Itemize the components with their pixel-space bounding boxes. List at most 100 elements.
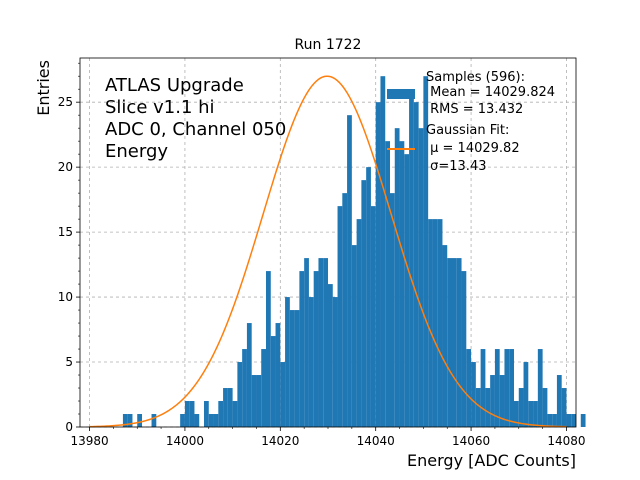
- histogram-bar: [452, 258, 457, 427]
- histogram-bar: [556, 375, 562, 427]
- histogram-bar: [461, 271, 467, 427]
- histogram-bar: [485, 388, 491, 427]
- histogram-bar: [571, 414, 576, 427]
- histogram-bar: [127, 414, 133, 427]
- histogram-bar: [137, 414, 142, 427]
- y-tick-label: 5: [65, 355, 73, 369]
- x-axis-label: Energy [ADC Counts]: [407, 451, 576, 470]
- histogram-bar: [323, 258, 328, 427]
- y-tick-label: 20: [58, 160, 73, 174]
- histogram-bar: [180, 414, 185, 427]
- histogram-bar: [442, 245, 448, 427]
- chart-title: Run 1722: [295, 37, 362, 53]
- histogram-bar: [313, 271, 319, 427]
- histogram-bar: [308, 297, 314, 427]
- histogram-bar: [218, 401, 224, 427]
- histogram-bar: [380, 76, 386, 428]
- histogram-bar: [375, 102, 381, 427]
- histogram-bar: [251, 375, 257, 427]
- histogram-bar: [332, 297, 338, 427]
- histogram-bar: [304, 258, 309, 427]
- x-tick-label: 13980: [70, 434, 108, 448]
- histogram-bar: [404, 154, 410, 427]
- histogram-bar: [246, 323, 252, 427]
- histogram-bars: [122, 76, 586, 428]
- histogram-bar: [385, 141, 390, 428]
- histogram-bar: [514, 401, 519, 427]
- histogram-bar: [237, 362, 243, 427]
- histogram-bar: [208, 414, 214, 427]
- histogram-bar: [432, 219, 438, 427]
- histogram-bar: [361, 180, 367, 427]
- legend: Samples (596): Mean = 14029.824 RMS = 13…: [387, 70, 555, 174]
- legend-samples-rms: RMS = 13.432: [426, 102, 523, 117]
- histogram-bar: [342, 193, 348, 427]
- x-tick-label: 14000: [166, 434, 204, 448]
- histogram-bar: [270, 336, 276, 427]
- histogram-bar: [499, 375, 505, 427]
- info-text-block: ATLAS Upgrade Slice v1.1 hi ADC 0, Chann…: [105, 75, 286, 162]
- histogram-bar: [561, 388, 567, 427]
- histogram-bar: [151, 414, 157, 427]
- histogram-bar: [394, 128, 400, 427]
- x-tick-label: 14040: [357, 434, 395, 448]
- y-axis-label: Entries: [34, 60, 53, 116]
- histogram-bar: [580, 414, 586, 427]
- histogram-bar: [456, 258, 462, 427]
- histogram-bar: [523, 362, 529, 427]
- y-tick-label: 25: [58, 95, 73, 109]
- histogram-bar: [294, 310, 300, 427]
- histogram-bar: [351, 245, 357, 427]
- y-axis-ticks: 0 5 10 15 20 25: [58, 62, 80, 434]
- histogram-bar: [475, 388, 481, 427]
- histogram-bar: [494, 349, 500, 427]
- gaussian-fit-curve: [89, 75, 567, 428]
- info-line-channel: ADC 0, Channel 050: [105, 119, 286, 140]
- y-tick-label: 10: [58, 290, 73, 304]
- histogram-bar: [490, 375, 495, 427]
- histogram-bar: [437, 219, 443, 427]
- histogram-bar: [280, 362, 286, 427]
- histogram-bar: [213, 414, 219, 427]
- histogram-bar: [390, 193, 395, 427]
- histogram-bar: [285, 297, 290, 427]
- histogram-bar: [266, 271, 271, 427]
- histogram-bar: [261, 349, 266, 427]
- histogram-bar: [328, 284, 333, 427]
- histogram-bar: [347, 115, 352, 428]
- legend-samples-mean: Mean = 14029.824: [426, 85, 555, 100]
- legend-fit-title: Gaussian Fit:: [426, 123, 509, 138]
- histogram-bar: [547, 414, 553, 427]
- histogram-bar: [289, 310, 295, 427]
- histogram-bar: [471, 362, 476, 427]
- histogram-bar: [537, 349, 543, 427]
- info-line-experiment: ATLAS Upgrade: [105, 75, 244, 96]
- histogram-bar: [184, 401, 190, 427]
- x-tick-label: 14020: [261, 434, 299, 448]
- histogram-bar: [204, 401, 209, 427]
- histogram-bar: [122, 414, 128, 427]
- histogram-bar: [409, 89, 414, 427]
- histogram-bar: [242, 349, 247, 427]
- y-tick-label: 0: [65, 420, 73, 434]
- histogram-bar: [256, 375, 262, 427]
- histogram-bar: [428, 219, 433, 427]
- legend-fit-mu: μ = 14029.82: [426, 141, 520, 156]
- histogram-bar: [418, 128, 424, 427]
- histogram-bar: [275, 323, 281, 427]
- histogram-bar: [227, 388, 233, 427]
- histogram-bar: [423, 76, 429, 428]
- histogram-bar: [299, 271, 305, 427]
- histogram-bar: [509, 349, 514, 427]
- histogram-bar: [533, 401, 538, 427]
- histogram-bar: [566, 414, 572, 427]
- histogram-bar: [194, 414, 200, 427]
- legend-samples-title: Samples (596):: [426, 70, 525, 85]
- legend-fit-sigma: σ=13.43: [426, 159, 486, 174]
- histogram-bar: [542, 388, 548, 427]
- histogram-bar: [366, 167, 371, 427]
- histogram-bar: [232, 401, 238, 427]
- info-line-slice: Slice v1.1 hi: [105, 97, 215, 118]
- histogram-bar: [552, 414, 557, 427]
